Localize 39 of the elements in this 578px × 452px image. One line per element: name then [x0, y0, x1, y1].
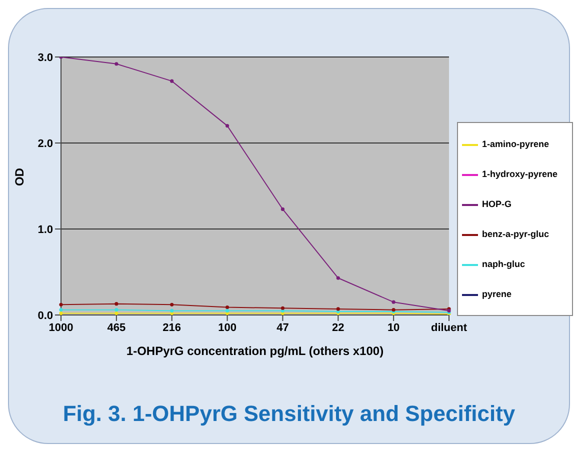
- x-tick-label: 10: [387, 322, 400, 334]
- point: [114, 302, 118, 306]
- x-tick-label: 22: [332, 322, 344, 334]
- legend-label: pyrene: [482, 289, 512, 299]
- point: [225, 124, 230, 128]
- x-tick-label: 465: [107, 322, 126, 334]
- x-tick-label: diluent: [430, 322, 468, 334]
- legend-label: naph-gluc: [482, 259, 525, 269]
- legend-label: 1-hydroxy-pyrene: [482, 169, 558, 179]
- point: [114, 308, 118, 312]
- point: [59, 311, 63, 315]
- point: [114, 311, 118, 315]
- point: [170, 79, 174, 83]
- x-tick-label: 47: [276, 322, 289, 334]
- x-tick-label: 216: [162, 322, 182, 334]
- point: [170, 302, 174, 306]
- point: [336, 307, 340, 311]
- x-axis-title: 1-OHPyrG concentration pg/mL (others x100): [126, 344, 384, 358]
- point: [59, 302, 63, 306]
- point: [392, 300, 396, 304]
- legend-label: HOP-G: [482, 199, 512, 209]
- legend-label: benz-a-pyr-gluc: [482, 229, 550, 239]
- legend-label: 1-amino-pyrene: [482, 139, 550, 149]
- y-tick-label: 1.0: [38, 224, 53, 236]
- y-tick-label: 2.0: [38, 138, 53, 150]
- point: [114, 62, 118, 66]
- y-tick-label: 0.0: [38, 310, 53, 322]
- point: [225, 305, 230, 310]
- point: [170, 308, 174, 312]
- point: [280, 207, 285, 212]
- point: [336, 276, 340, 280]
- x-tick-label: 100: [218, 322, 236, 334]
- x-tick-label: 1000: [48, 322, 74, 334]
- point: [280, 306, 285, 310]
- y-tick-label: 3.0: [38, 52, 53, 64]
- point: [225, 308, 230, 312]
- y-axis-title: OD: [12, 168, 26, 186]
- text: Fig. 3. 1-OHPyrG Sensitivity and Specificity: [62, 401, 516, 427]
- point: [59, 308, 63, 312]
